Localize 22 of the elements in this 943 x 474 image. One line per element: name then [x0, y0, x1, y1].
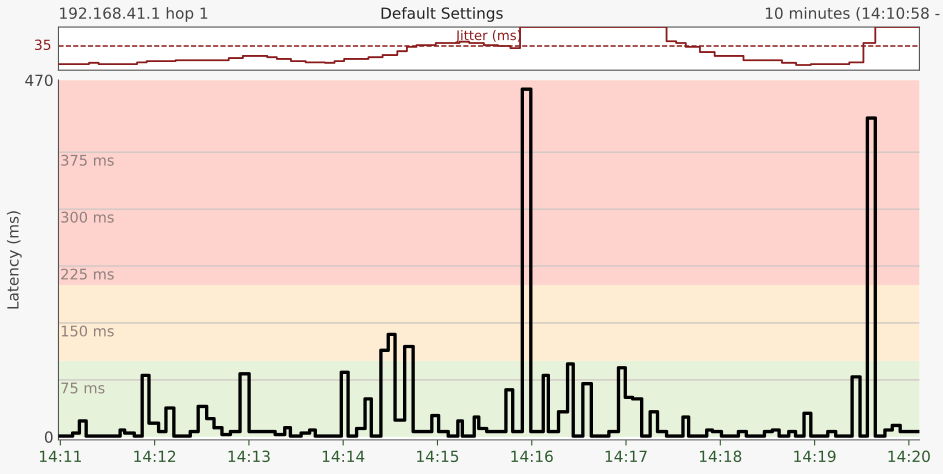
x-tick-label: 14:20: [888, 450, 930, 462]
text: 192.168.41.1 hop 1: [60, 7, 208, 22]
text: 35: [34, 40, 50, 50]
ref-line-label: 75 ms: [61, 382, 104, 394]
x-tick-label: 14:16: [511, 450, 553, 462]
x-tick-label: 14:12: [134, 450, 176, 462]
x-tick-label: 14:17: [606, 450, 647, 462]
chart-title: Default Settings: [382, 7, 503, 22]
x-tick-label: 14:14: [322, 450, 364, 462]
text: 10 minutes (14:10:58 -: [766, 7, 940, 21]
y-axis-title: Latency (ms): [6, 211, 22, 308]
y-tick-label: 0: [44, 431, 53, 443]
x-tick-label: 14:15: [417, 450, 458, 462]
x-tick-label: 14:13: [228, 450, 270, 462]
ref-line-label: 225 ms: [61, 268, 114, 280]
ref-line-label: 375 ms: [61, 154, 114, 166]
ref-line-label: 150 ms: [62, 326, 114, 337]
ref-line-label: 300 ms: [61, 212, 114, 223]
x-tick-label: 14:18: [700, 450, 742, 462]
y-tick-label: 470: [25, 74, 53, 86]
x-tick-label: 14:11: [40, 450, 81, 462]
x-tick-label: 14:19: [794, 450, 836, 462]
